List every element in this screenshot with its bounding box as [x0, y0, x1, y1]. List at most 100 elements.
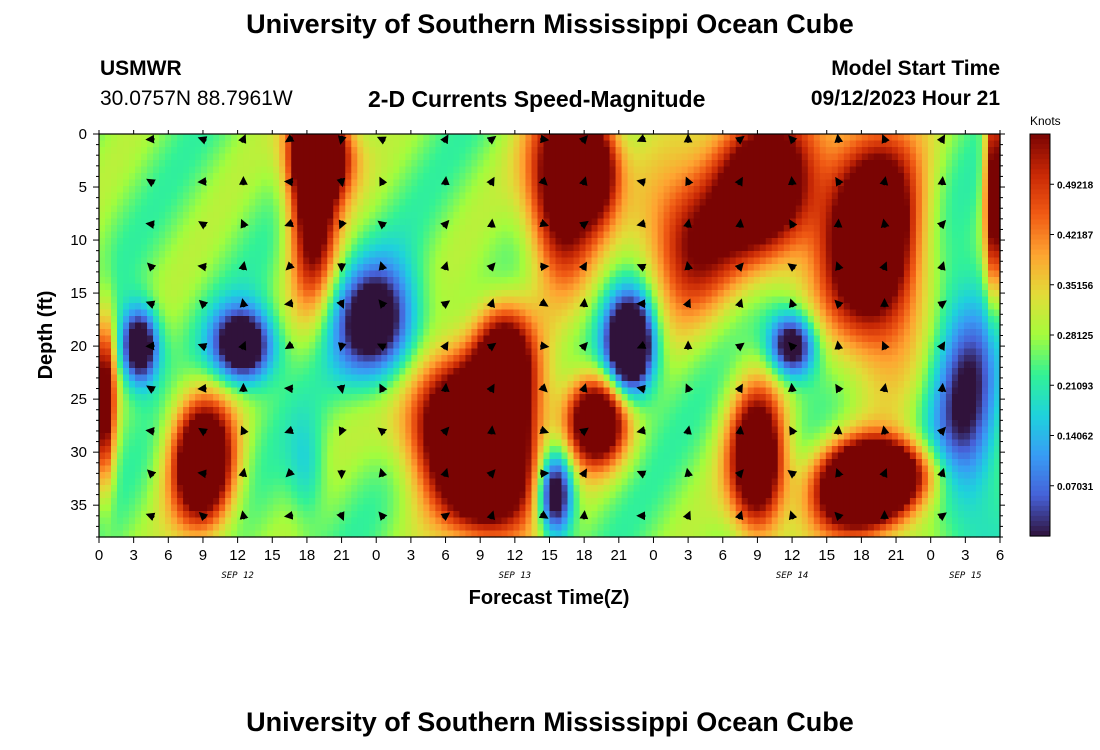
- heatmap-cell: [597, 218, 605, 226]
- heatmap-cell: [477, 231, 485, 239]
- heatmap-cell: [831, 238, 839, 246]
- heatmap-cell: [351, 277, 358, 285]
- heatmap-cell: [345, 166, 352, 174]
- heatmap-cell: [585, 277, 593, 285]
- heatmap-cell: [495, 192, 503, 200]
- heatmap-cell: [663, 342, 671, 350]
- heatmap-cell: [105, 316, 112, 324]
- heatmap-cell: [423, 264, 430, 272]
- heatmap-cell: [693, 257, 701, 265]
- heatmap-cell: [927, 342, 935, 350]
- heatmap-cell: [495, 251, 503, 259]
- heatmap-cell: [621, 238, 629, 246]
- heatmap-cell: [897, 205, 905, 213]
- heatmap-cell: [981, 283, 989, 291]
- heatmap-cell: [99, 212, 106, 220]
- heatmap-cell: [657, 296, 665, 304]
- heatmap-cell: [705, 199, 713, 207]
- heatmap-cell: [405, 140, 412, 148]
- heatmap-cell: [651, 270, 659, 278]
- heatmap-cell: [813, 186, 821, 194]
- heatmap-cell: [639, 270, 647, 278]
- heatmap-cell: [255, 309, 262, 317]
- heatmap-cell: [711, 147, 719, 155]
- heatmap-cell: [165, 335, 172, 343]
- heatmap-cell: [753, 322, 761, 330]
- heatmap-cell: [471, 316, 479, 324]
- heatmap-cell: [279, 140, 286, 148]
- heatmap-cell: [609, 238, 617, 246]
- heatmap-cell: [699, 225, 707, 233]
- heatmap-cell: [951, 283, 959, 291]
- heatmap-cell: [153, 153, 160, 161]
- heatmap-cell: [363, 218, 370, 226]
- heatmap-cell: [693, 322, 701, 330]
- heatmap-cell: [297, 140, 304, 148]
- heatmap-cell: [453, 329, 460, 337]
- heatmap-cell: [639, 296, 647, 304]
- heatmap-cell: [243, 238, 250, 246]
- heatmap-cell: [687, 296, 695, 304]
- heatmap-cell: [177, 322, 184, 330]
- heatmap-cell: [273, 231, 280, 239]
- heatmap-cell: [963, 218, 971, 226]
- heatmap-cell: [267, 192, 274, 200]
- heatmap-cell: [375, 160, 382, 168]
- heatmap-cell: [561, 335, 569, 343]
- heatmap-cell: [273, 218, 280, 226]
- heatmap-cell: [261, 140, 268, 148]
- heatmap-cell: [921, 173, 929, 181]
- heatmap-cell: [129, 316, 136, 324]
- heatmap-cell: [861, 322, 869, 330]
- heatmap-cell: [927, 192, 935, 200]
- heatmap-cell: [825, 251, 833, 259]
- heatmap-cell: [423, 205, 430, 213]
- heatmap-cell: [471, 251, 479, 259]
- heatmap-cell: [645, 270, 653, 278]
- heatmap-cell: [555, 342, 563, 350]
- heatmap-cell: [945, 212, 953, 220]
- heatmap-cell: [699, 205, 707, 213]
- heatmap-cell: [495, 264, 503, 272]
- heatmap-cell: [285, 212, 292, 220]
- heatmap-cell: [711, 296, 719, 304]
- heatmap-cell: [135, 270, 142, 278]
- heatmap-cell: [183, 186, 190, 194]
- heatmap-cell: [621, 147, 629, 155]
- heatmap-cell: [747, 218, 755, 226]
- heatmap-cell: [627, 270, 635, 278]
- heatmap-cell: [951, 296, 959, 304]
- heatmap-cell: [603, 140, 611, 148]
- heatmap-cell: [459, 270, 467, 278]
- heatmap-cell: [987, 251, 995, 259]
- heatmap-cell: [927, 303, 935, 311]
- heatmap-cell: [591, 218, 599, 226]
- heatmap-cell: [849, 134, 857, 142]
- heatmap-cell: [879, 231, 887, 239]
- heatmap-cell: [141, 166, 148, 174]
- heatmap-cell: [219, 218, 226, 226]
- heatmap-cell: [945, 296, 953, 304]
- heatmap-cell: [873, 322, 881, 330]
- heatmap-cell: [213, 179, 220, 187]
- heatmap-cell: [897, 218, 905, 226]
- heatmap-cell: [789, 290, 797, 298]
- heatmap-cell: [861, 335, 869, 343]
- heatmap-cell: [771, 192, 779, 200]
- heatmap-cell: [315, 251, 322, 259]
- heatmap-cell: [837, 270, 845, 278]
- heatmap-cell: [441, 166, 448, 174]
- heatmap-cell: [777, 251, 785, 259]
- heatmap-cell: [963, 186, 971, 194]
- heatmap-cell: [987, 205, 995, 213]
- heatmap-cell: [567, 134, 575, 142]
- heatmap-cell: [765, 160, 773, 168]
- heatmap-cell: [621, 283, 629, 291]
- heatmap-cell: [981, 140, 989, 148]
- heatmap-cell: [177, 342, 184, 350]
- heatmap-cell: [135, 251, 142, 259]
- heatmap-cell: [471, 212, 479, 220]
- heatmap-cell: [117, 335, 124, 343]
- heatmap-cell: [525, 322, 533, 330]
- heatmap-cell: [975, 322, 983, 330]
